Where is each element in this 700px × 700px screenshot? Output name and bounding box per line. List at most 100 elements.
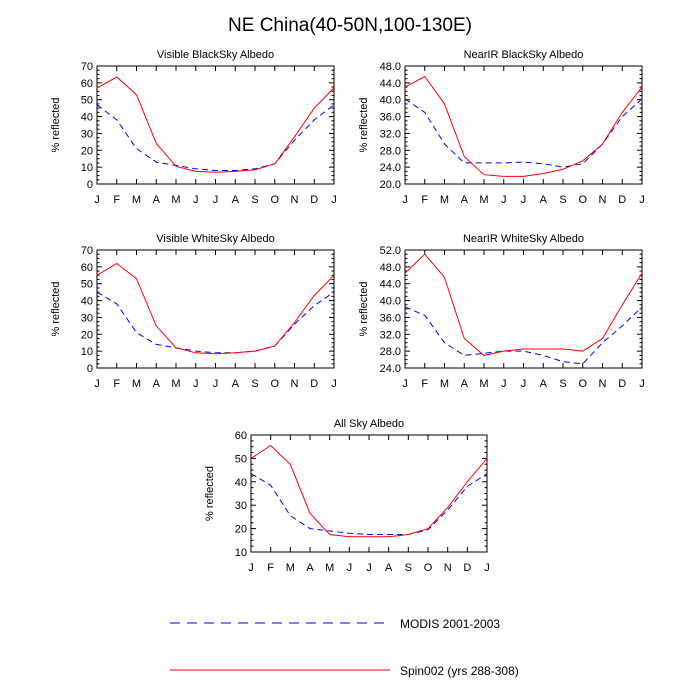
y-tick-label: 20 (235, 524, 247, 536)
x-tick-label: M (479, 194, 488, 206)
y-tick-label: 30 (81, 128, 93, 140)
y-tick-label: 52.0 (380, 245, 401, 257)
x-tick-label: J (501, 194, 507, 206)
legend-label-modis: MODIS 2001-2003 (400, 617, 500, 631)
chart-panel-4: NearIR WhiteSky Albedo % reflected 24.0 28.… (358, 233, 645, 390)
y-tick-label: 40.0 (380, 296, 401, 308)
x-tick-label: M (171, 378, 180, 390)
y-tick-label: 50 (81, 279, 93, 291)
x-tick-label: J (402, 194, 408, 206)
x-tick-label: D (618, 378, 626, 390)
x-tick-label: M (171, 194, 180, 206)
x-tick-label: D (310, 378, 318, 390)
y-tick-label: 44.0 (380, 78, 401, 90)
x-tick-label: M (132, 378, 141, 390)
y-tick-label: 30 (81, 312, 93, 324)
y-tick-label: 60 (81, 262, 93, 274)
y-tick-label: 40 (235, 477, 247, 489)
series-line-spin002 (96, 262, 335, 355)
plot-frame (96, 65, 335, 185)
series-line-modis (96, 104, 335, 171)
x-tick-label: J (521, 194, 527, 206)
chart-title: NearIR BlackSky Albedo (464, 49, 584, 61)
y-tick-label: 32.0 (380, 128, 401, 140)
x-tick-label: O (270, 194, 279, 206)
x-tick-label: F (113, 194, 120, 206)
panels: Visible BlackSky Albedo % reflected 0 10 20 3… (50, 49, 645, 574)
x-tick-label: A (232, 378, 240, 390)
chart-panel-2: NearIR BlackSky Albedo % reflected 20.0 24.… (358, 49, 645, 206)
y-tick-label: 48.0 (380, 262, 401, 274)
x-tick-label: J (501, 378, 507, 390)
x-tick-label: J (639, 378, 645, 390)
y-axis-label: % reflected (50, 281, 62, 336)
y-tick-label: 20.0 (380, 179, 401, 191)
y-tick-label: 28.0 (380, 145, 401, 157)
y-tick-label: 0 (87, 179, 93, 191)
x-tick-label: A (461, 194, 469, 206)
x-tick-label: A (540, 378, 548, 390)
series-line-spin002 (96, 76, 335, 173)
x-tick-label: J (331, 194, 337, 206)
x-tick-label: J (402, 378, 408, 390)
x-tick-label: J (484, 562, 490, 574)
series-line-modis (96, 291, 335, 354)
x-tick-label: O (270, 378, 279, 390)
y-axis-label: % reflected (358, 97, 370, 152)
y-tick-label: 20 (81, 145, 93, 157)
y-tick-label: 36.0 (380, 312, 401, 324)
chart-title: All Sky Albedo (334, 418, 404, 430)
figure-title: NE China(40-50N,100-130E) (228, 15, 472, 36)
x-tick-label: M (325, 562, 334, 574)
y-tick-label: 36.0 (380, 112, 401, 124)
x-tick-label: F (421, 194, 428, 206)
y-tick-label: 40.0 (380, 95, 401, 107)
y-tick-label: 20 (81, 329, 93, 341)
plot-frame (404, 249, 643, 369)
y-tick-label: 10 (81, 346, 93, 358)
x-tick-label: J (213, 194, 219, 206)
x-tick-label: A (385, 562, 393, 574)
x-tick-label: N (291, 378, 299, 390)
x-tick-label: A (153, 194, 161, 206)
x-tick-label: J (347, 562, 353, 574)
x-tick-label: M (440, 378, 449, 390)
x-tick-label: S (405, 562, 412, 574)
x-tick-label: F (113, 378, 120, 390)
x-tick-label: A (232, 194, 240, 206)
y-tick-label: 32.0 (380, 329, 401, 341)
legend: MODIS 2001-2003 Spin002 (yrs 288-308) (170, 617, 519, 678)
plot-frame (404, 65, 643, 185)
series-line-modis (404, 98, 643, 168)
x-tick-label: A (461, 378, 469, 390)
chart-title: NearIR WhiteSky Albedo (463, 233, 584, 245)
x-tick-label: J (94, 378, 100, 390)
series-line-modis (404, 306, 643, 365)
x-tick-label: M (440, 194, 449, 206)
x-tick-label: J (213, 378, 219, 390)
series-line-modis (250, 473, 488, 535)
y-tick-label: 10 (235, 547, 247, 559)
y-axis-label: % reflected (50, 97, 62, 152)
x-tick-label: M (286, 562, 295, 574)
y-tick-label: 24.0 (380, 162, 401, 174)
x-tick-label: S (559, 194, 566, 206)
y-tick-label: 48.0 (380, 61, 401, 73)
y-tick-label: 28.0 (380, 346, 401, 358)
y-tick-label: 44.0 (380, 279, 401, 291)
x-tick-label: J (521, 378, 527, 390)
x-tick-label: D (618, 194, 626, 206)
y-tick-label: 30 (235, 500, 247, 512)
x-tick-label: N (444, 562, 452, 574)
x-tick-label: F (267, 562, 274, 574)
x-tick-label: D (310, 194, 318, 206)
y-tick-label: 50 (235, 453, 247, 465)
x-tick-label: O (578, 194, 587, 206)
x-tick-label: N (291, 194, 299, 206)
x-tick-label: N (599, 194, 607, 206)
y-tick-label: 40 (81, 296, 93, 308)
series-line-spin002 (404, 75, 643, 177)
x-tick-label: M (479, 378, 488, 390)
x-tick-label: J (366, 562, 372, 574)
